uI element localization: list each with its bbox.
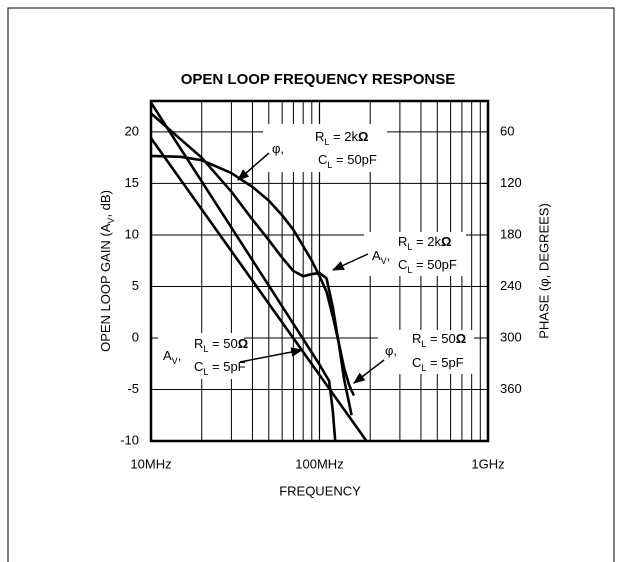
y-axis-label-part: V (106, 218, 116, 224)
annotation-part: = 2k (412, 234, 441, 249)
annotation-part: L (327, 160, 332, 170)
annotation-part: C (398, 257, 407, 272)
annotation-box (158, 333, 244, 379)
annotation-part: = 5pF (426, 355, 463, 370)
annotation-arrow (331, 253, 369, 271)
annotation-part: = 50 (426, 331, 455, 346)
annotation-arrow (239, 347, 304, 363)
annotation-symbol-part: A (372, 248, 381, 263)
x-tick-label: 100MHz (295, 456, 343, 471)
y-axis-label: OPEN LOOP GAIN (AV, dB) (98, 190, 116, 352)
annotation-part: L (407, 242, 412, 252)
y2-tick-label: 180 (500, 226, 522, 241)
annotation-part: Ω (441, 234, 451, 249)
chart-title: OPEN LOOP FREQUENCY RESPONSE (181, 71, 456, 88)
annotation-symbol-part: φ, (272, 141, 284, 156)
annotation-line: RL = 50Ω (412, 331, 466, 349)
annotation-part: L (421, 339, 426, 349)
annotation-line: CL = 5pF (194, 359, 246, 377)
annotation-part: = 50pF (412, 257, 457, 272)
y2-axis-label: PHASE (φ, DEGREES) (536, 203, 551, 339)
y-tick-label: -10 (120, 432, 139, 447)
annotation-arrow (353, 359, 385, 384)
annotation-line: RL = 2kΩ (398, 234, 451, 252)
annotation-part: = 5pF (208, 359, 245, 374)
annotation-part: L (203, 344, 208, 354)
annotation-line: RL = 50Ω (194, 336, 248, 354)
annotation-part: C (194, 359, 203, 374)
annotation-line: RL = 2kΩ (315, 129, 368, 147)
y2-tick-label: 360 (500, 381, 522, 396)
annotation-part: = 2k (329, 129, 358, 144)
y-tick-label: 20 (125, 123, 139, 138)
y-tick-label: 5 (132, 278, 139, 293)
y-tick-label: 15 (125, 175, 139, 190)
annotation-part: C (318, 152, 327, 167)
plot-frame (149, 99, 490, 443)
x-axis-label: FREQUENCY (279, 483, 361, 498)
y-tick-label: -5 (127, 381, 139, 396)
annotation-line: CL = 50pF (398, 257, 457, 275)
annotation-part: L (324, 137, 329, 147)
annotation-arrow (237, 152, 270, 181)
y2-tick-label: 300 (500, 329, 522, 344)
series-line (150, 154, 356, 397)
annotation-line: CL = 5pF (412, 355, 464, 373)
annotation-symbol-part: φ, (385, 343, 397, 358)
annotation-part: L (407, 265, 412, 275)
annotation-symbol: φ, (272, 141, 284, 156)
annotation-symbol-part: V (172, 356, 178, 366)
annotation-symbol-part: , (178, 348, 182, 363)
annotation-symbol-part: , (387, 248, 391, 263)
y-axis-label-part: OPEN LOOP GAIN (A (98, 223, 113, 352)
annotation-part: C (412, 355, 421, 370)
y-tick-label: 10 (125, 226, 139, 241)
x-tick-label: 1GHz (471, 456, 504, 471)
annotation-part: L (421, 363, 426, 373)
annotation-symbol: φ, (385, 343, 397, 358)
frame (7, 7, 615, 562)
annotation-part: = 50pF (332, 152, 377, 167)
annotation-part: Ω (238, 336, 248, 351)
annotation-part: R (194, 336, 203, 351)
y-tick-label: 0 (132, 329, 139, 344)
annotation-part: = 50 (208, 336, 237, 351)
y2-tick-label: 60 (500, 123, 514, 138)
series-line (149, 101, 337, 442)
annotation-part: R (398, 234, 407, 249)
y-axis-label-part: , dB) (98, 190, 113, 217)
annotation-part: L (203, 367, 208, 377)
annotation-symbol: AV, (372, 248, 390, 266)
annotation-box (378, 330, 474, 374)
y2-tick-label: 120 (500, 175, 522, 190)
x-tick-label: 10MHz (130, 456, 171, 471)
annotation-line: CL = 50pF (318, 152, 377, 170)
annotation-part: Ω (456, 331, 466, 346)
annotation-part: R (412, 331, 421, 346)
y2-tick-label: 240 (500, 278, 522, 293)
annotation-symbol-part: V (381, 256, 387, 266)
annotation-symbol: AV, (163, 348, 181, 366)
annotation-part: Ω (358, 129, 368, 144)
annotation-part: R (315, 129, 324, 144)
annotation-box (263, 124, 387, 172)
annotation-symbol-part: A (163, 348, 172, 363)
annotation-box (364, 232, 466, 276)
